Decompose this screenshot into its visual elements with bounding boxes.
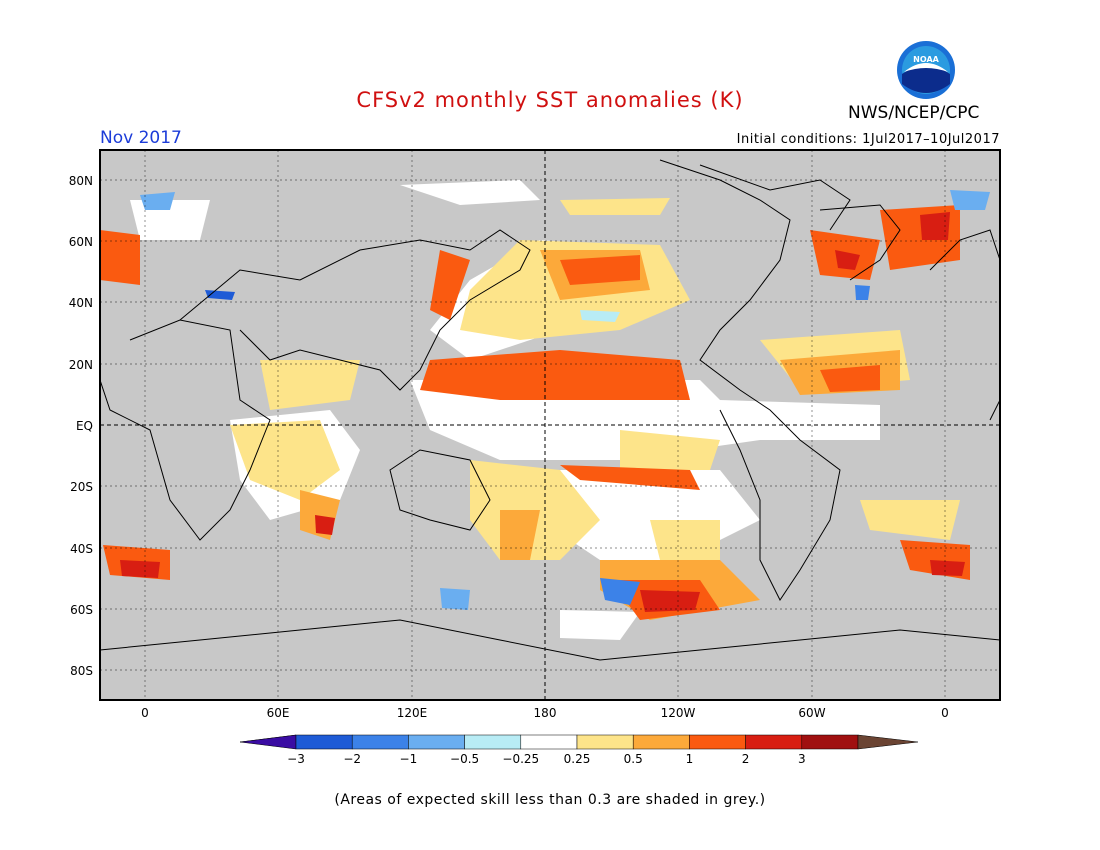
colorbar-swatch — [464, 734, 522, 750]
lat-label: 40N — [69, 296, 93, 310]
colorbar-swatch — [801, 734, 859, 750]
logo-text: NOAA — [913, 55, 939, 64]
latitude-labels: 80N 60N 40N 20N EQ 20S 40S 60S 80S — [69, 174, 93, 678]
colorbar-tick-label: 0.25 — [564, 752, 591, 766]
lon-label: 0 — [141, 706, 149, 720]
cool-regions — [140, 190, 990, 610]
forecast-month: Nov 2017 — [100, 128, 182, 148]
colorbar-swatch — [351, 734, 409, 750]
colorbar-tick-label: 3 — [798, 752, 806, 766]
longitude-labels: 0 60E 120E 180 120W 60W 0 — [141, 706, 949, 720]
colorbar-high-arrow — [857, 734, 919, 750]
colorbar-tick-label: 1 — [686, 752, 694, 766]
colorbar-tick-label: 2 — [742, 752, 750, 766]
lat-label: 20S — [70, 480, 93, 494]
colorbar-tick-label: −1 — [400, 752, 418, 766]
colorbar-tick-label: −2 — [343, 752, 361, 766]
colorbar-swatch — [745, 734, 803, 750]
lon-label: 180 — [534, 706, 557, 720]
lon-label: 0 — [941, 706, 949, 720]
lon-label: 120W — [661, 706, 696, 720]
lat-label: 80N — [69, 174, 93, 188]
skill-footnote: (Areas of expected skill less than 0.3 a… — [334, 792, 766, 808]
lat-label: 80S — [70, 664, 93, 678]
chart-title: CFSv2 monthly SST anomalies (K) — [356, 88, 744, 112]
strong-warm-regions — [100, 205, 970, 620]
map-frame — [99, 149, 1001, 701]
very-strong-warm-regions — [120, 212, 965, 612]
colorbar-swatch — [408, 734, 465, 750]
colorbar-swatch — [689, 734, 746, 750]
colorbar-tick-label: −3 — [287, 752, 305, 766]
lat-label: 20N — [69, 358, 93, 372]
lon-label: 120E — [397, 706, 428, 720]
colorbar-tick-label: −0.25 — [502, 752, 539, 766]
coastlines — [100, 159, 1000, 661]
colorbar-swatch — [520, 734, 578, 750]
noaa-logo: NOAA — [897, 41, 955, 99]
colorbar-tick-label: −0.5 — [450, 752, 479, 766]
colorbar-tick-label: 0.5 — [624, 752, 643, 766]
lat-label: EQ — [76, 419, 93, 433]
lat-label: 60N — [69, 235, 93, 249]
lat-label: 40S — [70, 542, 93, 556]
colorbar-swatch — [576, 734, 634, 750]
agency-label: NWS/NCEP/CPC — [848, 103, 980, 123]
colorbar-swatch — [632, 734, 690, 750]
lon-label: 60W — [798, 706, 825, 720]
initial-conditions: Initial conditions: 1Jul2017–10Jul2017 — [736, 132, 1000, 147]
colorbar-swatch — [295, 734, 353, 750]
lon-label: 60E — [267, 706, 290, 720]
lat-label: 60S — [70, 603, 93, 617]
